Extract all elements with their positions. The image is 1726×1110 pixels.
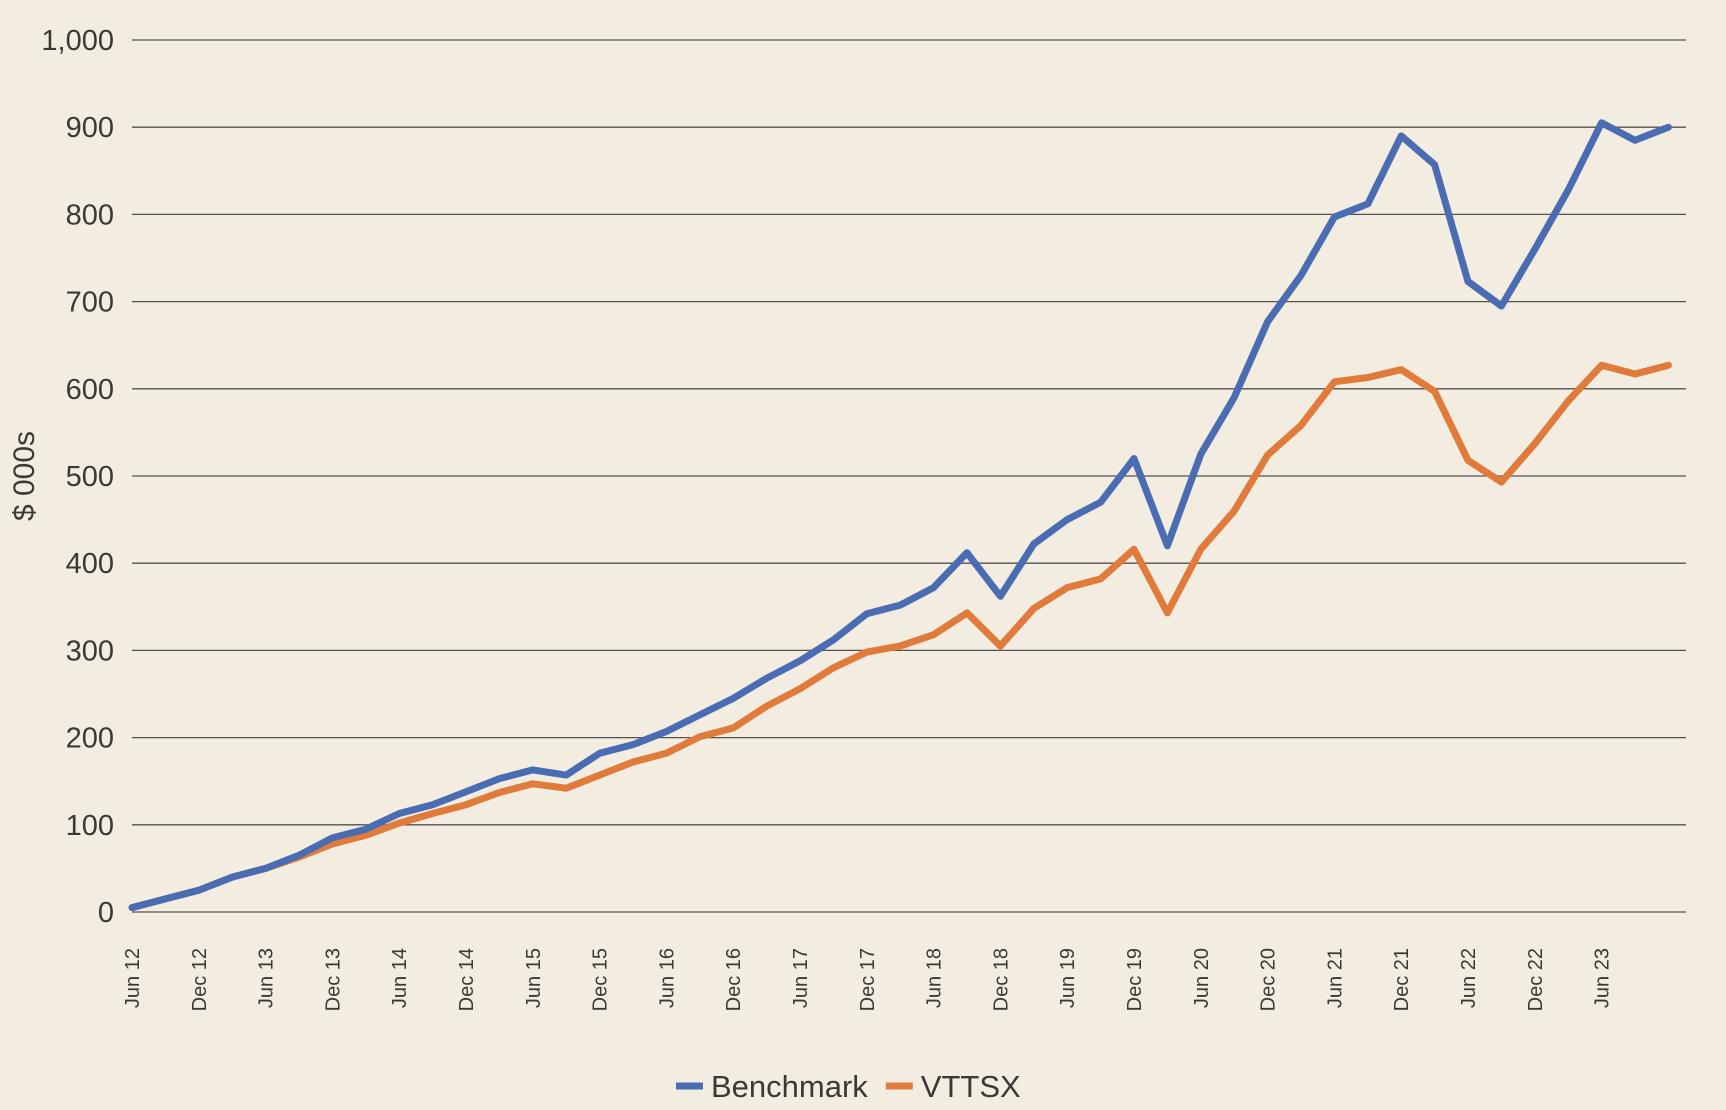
x-tick-label: Dec 20	[1258, 948, 1280, 1011]
x-tick-label: Dec 21	[1391, 948, 1413, 1011]
y-tick-label: 600	[66, 374, 114, 406]
y-tick-label: 900	[66, 112, 114, 144]
x-tick-label: Jun 14	[389, 948, 411, 1008]
x-tick-label: Jun 23	[1592, 948, 1614, 1008]
gridlines	[132, 39, 1686, 913]
x-tick-label: Jun 16	[656, 948, 678, 1008]
x-tick-label: Dec 15	[590, 948, 612, 1011]
y-tick-label: 500	[66, 461, 114, 493]
legend: Benchmark VTTSX	[676, 1069, 1021, 1104]
y-tick-label: 0	[98, 897, 114, 929]
y-tick-label: 100	[66, 810, 114, 842]
x-tick-label: Jun 12	[122, 948, 144, 1008]
y-tick-label: 700	[66, 287, 114, 319]
x-tick-label: Jun 17	[790, 948, 812, 1008]
x-tick-label: Dec 18	[990, 948, 1012, 1011]
y-tick-label: 300	[66, 635, 114, 667]
x-tick-label: Dec 22	[1525, 948, 1547, 1011]
x-tick-label: Dec 13	[322, 948, 344, 1011]
x-tick-label: Jun 15	[523, 948, 545, 1008]
y-tick-label: 400	[66, 548, 114, 580]
x-tick-label: Jun 20	[1191, 948, 1213, 1008]
y-axis-label: $ 000s	[8, 431, 41, 521]
series-line-benchmark	[128, 119, 1672, 912]
x-tick-label: Dec 19	[1124, 948, 1146, 1011]
x-tick-label: Dec 17	[857, 948, 879, 1011]
y-tick-label: 1,000	[41, 25, 114, 57]
x-tick-label: Jun 22	[1458, 948, 1480, 1008]
x-tick-label: Jun 19	[1057, 948, 1079, 1008]
series-line-vttsx	[128, 361, 1672, 912]
x-tick-label: Jun 18	[924, 948, 946, 1008]
y-tick-label: 800	[66, 199, 114, 231]
x-tick-label: Dec 14	[456, 948, 478, 1011]
x-tick-label: Jun 21	[1324, 948, 1346, 1008]
x-axis-ticks: Jun 12 Dec 12 Jun 13 Dec 13 Jun 14 Dec 14 Jun …	[122, 948, 1614, 1011]
legend-label-benchmark: Benchmark	[711, 1069, 868, 1104]
series-lines	[128, 119, 1672, 912]
x-tick-label: Jun 13	[256, 948, 278, 1008]
legend-label-vttsx: VTTSX	[921, 1069, 1021, 1104]
x-tick-label: Dec 12	[189, 948, 211, 1011]
x-tick-label: Dec 16	[723, 948, 745, 1011]
y-axis-ticks: 0 100 200 300 400 500 600 700 800 900 1,000	[41, 25, 114, 929]
y-tick-label: 200	[66, 723, 114, 755]
